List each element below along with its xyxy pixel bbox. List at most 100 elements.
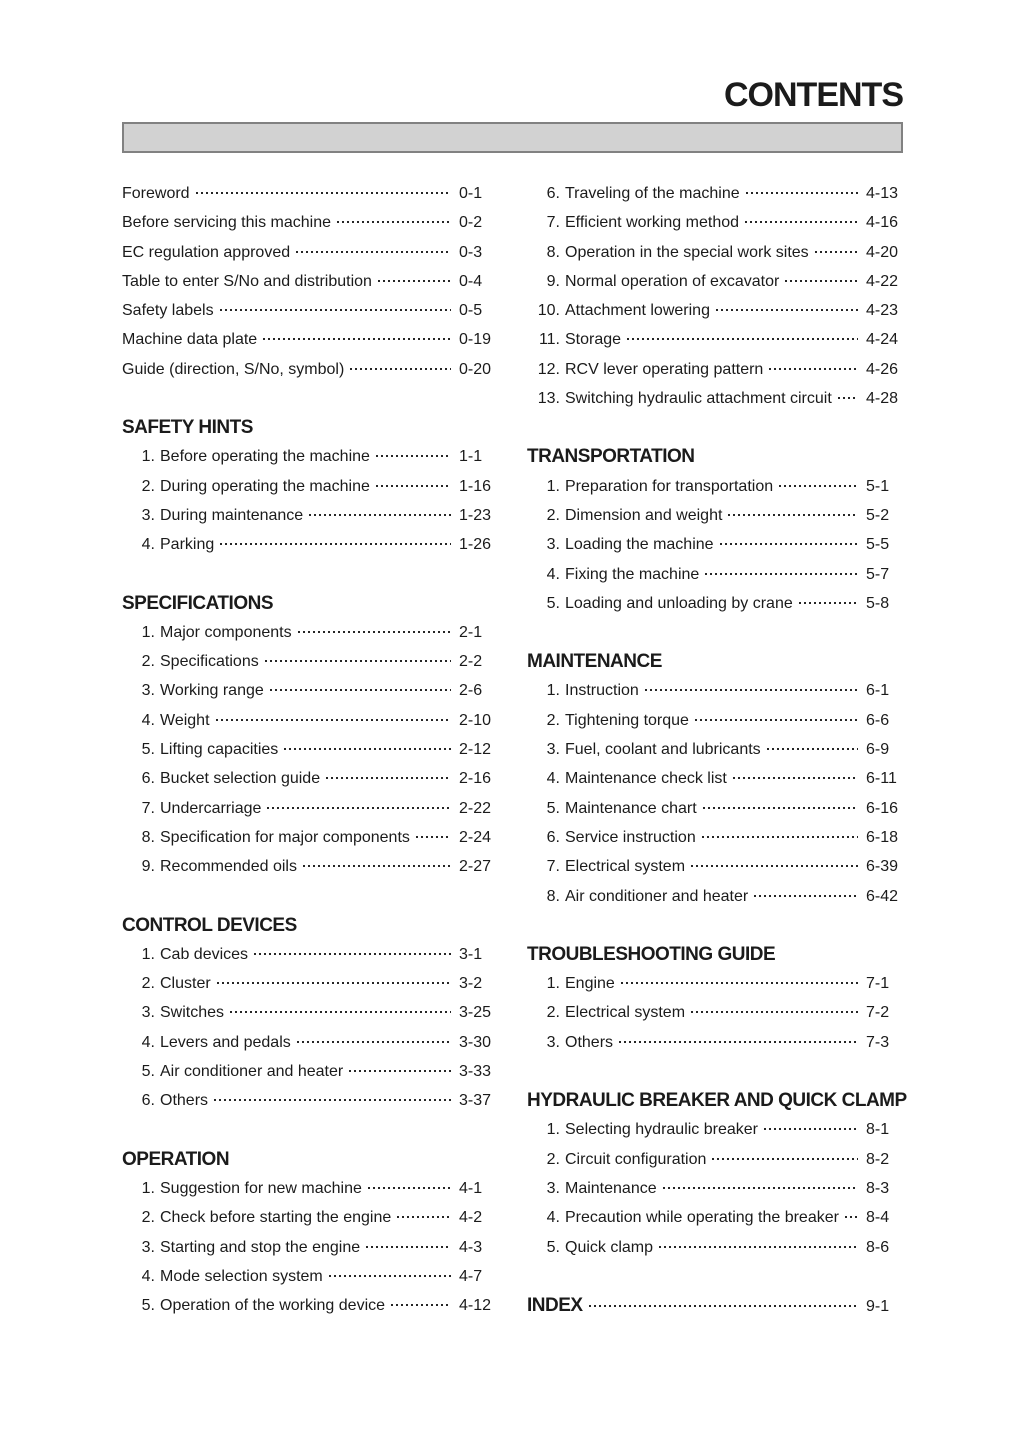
dot-leader xyxy=(754,894,858,897)
dot-leader xyxy=(296,1040,451,1043)
dot-leader xyxy=(267,806,451,809)
toc-entry: Guide (direction, S/No, symbol) 0-20 xyxy=(122,355,496,384)
entry-label: Specification for major components xyxy=(160,828,410,846)
dot-leader xyxy=(588,1304,858,1307)
page-number: 1-16 xyxy=(459,477,492,495)
entry-number: 8. xyxy=(546,887,560,905)
entry-number: 2. xyxy=(141,1209,155,1227)
toc-entry: 3. Others 7-3 xyxy=(527,1028,903,1057)
page-number: 5-1 xyxy=(866,477,890,495)
section-heading: MAINTENANCE xyxy=(527,651,662,673)
entry-label: Cluster xyxy=(160,975,211,993)
entry-label: Safety labels xyxy=(122,302,214,320)
dot-leader xyxy=(349,1070,451,1073)
page-number: 4-16 xyxy=(866,214,899,232)
dot-leader xyxy=(328,1274,451,1277)
entry-label: Loading the machine xyxy=(565,536,714,554)
entry-label: Guide (direction, S/No, symbol) xyxy=(122,360,345,378)
page-number: 6-1 xyxy=(866,682,890,700)
dot-leader xyxy=(230,1011,451,1014)
entry-number: 5. xyxy=(546,1238,560,1256)
entry-number: 1. xyxy=(141,623,155,641)
toc-section: INDEX 9-1 xyxy=(527,1291,903,1321)
toc-entry: 4. Precaution while operating the breaker… xyxy=(527,1203,903,1232)
page-number: 2-12 xyxy=(459,741,492,759)
entry-label: Undercarriage xyxy=(160,799,262,817)
entry-number: 1. xyxy=(141,945,155,963)
toc-entry: 1. Suggestion for new machine 4-1 xyxy=(122,1174,496,1203)
toc-entry: 3. Working range 2-6 xyxy=(122,676,496,705)
dot-leader xyxy=(659,1245,858,1248)
dot-leader xyxy=(220,543,451,546)
toc-entry: 7. Electrical system 6-39 xyxy=(527,852,903,881)
page-number: 6-18 xyxy=(866,828,899,846)
entry-number: 1. xyxy=(546,1121,560,1139)
entry-label: Air conditioner and heater xyxy=(160,1063,344,1081)
entry-number: 7. xyxy=(546,214,560,232)
toc-entry: 2. Dimension and weight 5-2 xyxy=(527,501,903,530)
dot-leader xyxy=(215,718,451,721)
page-number: 8-1 xyxy=(866,1121,890,1139)
toc-section: CONTROL DEVICES 1. Cab devices 3-1 2. Cluster… xyxy=(122,911,496,1116)
entry-label: Storage xyxy=(565,331,622,349)
page-number: 6-11 xyxy=(866,770,897,788)
page-number: 2-1 xyxy=(459,623,483,641)
toc-entry: Table to enter S/No and distribution 0-4 xyxy=(122,267,496,296)
entry-number: 1. xyxy=(141,448,155,466)
dot-leader xyxy=(627,338,858,341)
entry-number: 4. xyxy=(141,536,155,554)
page-number: 4-24 xyxy=(866,331,899,349)
entry-number: 2. xyxy=(141,653,155,671)
dot-leader xyxy=(391,1304,451,1307)
dot-leader xyxy=(296,250,451,253)
toc-entry: 2. During operating the machine 1-16 xyxy=(122,472,496,501)
entry-label: Specifications xyxy=(160,653,259,671)
toc-entry: 1. Before operating the machine 1-1 xyxy=(122,442,496,471)
page-number: 3-25 xyxy=(459,1004,492,1022)
toc-section: 6. Traveling of the machine 4-13 7. Efficien… xyxy=(527,179,903,413)
entry-number: 3. xyxy=(546,741,560,759)
dot-leader xyxy=(779,484,858,487)
page-number: 1-26 xyxy=(459,536,492,554)
page-number: 4-1 xyxy=(459,1179,483,1197)
entry-number: 1. xyxy=(546,682,560,700)
toc-entry: 12. RCV lever operating pattern 4-26 xyxy=(527,355,903,384)
entry-label: Others xyxy=(160,1092,209,1110)
toc-entry: 5. Loading and unloading by crane 5-8 xyxy=(527,589,903,618)
page-title: CONTENTS xyxy=(724,76,904,114)
entry-label: Fuel, coolant and lubricants xyxy=(565,741,761,759)
toc-entry: 7. Undercarriage 2-22 xyxy=(122,794,496,823)
dot-leader xyxy=(397,1216,451,1219)
entry-number: 4. xyxy=(546,770,560,788)
dot-leader xyxy=(216,982,451,985)
toc-entry: 4. Parking 1-26 xyxy=(122,530,496,559)
toc-entry: INDEX 9-1 xyxy=(527,1291,903,1321)
page-number: 3-30 xyxy=(459,1033,492,1051)
toc-entry: 5. Operation of the working device 4-12 xyxy=(122,1291,496,1320)
toc-entry: 1. Selecting hydraulic breaker 8-1 xyxy=(527,1115,903,1144)
entry-label: Precaution while operating the breaker xyxy=(565,1209,839,1227)
entry-number: 6. xyxy=(546,828,560,846)
toc-entry: 1. Engine 7-1 xyxy=(527,969,903,998)
toc-section: TROUBLESHOOTING GUIDE 1. Engine 7-1 2. Electr… xyxy=(527,940,903,1057)
page-number: 0-20 xyxy=(459,360,492,378)
entry-label: Service instruction xyxy=(565,828,696,846)
dot-leader xyxy=(662,1186,858,1189)
dot-leader xyxy=(732,777,858,780)
entry-number: 5. xyxy=(546,799,560,817)
entry-label: Lifting capacities xyxy=(160,741,279,759)
entry-label: Engine xyxy=(565,975,615,993)
toc-entry: 1. Major components 2-1 xyxy=(122,618,496,647)
dot-leader xyxy=(336,221,451,224)
entry-label: Maintenance check list xyxy=(565,770,727,788)
dot-leader xyxy=(798,601,858,604)
page-number: 8-2 xyxy=(866,1150,890,1168)
entry-number: 5. xyxy=(546,594,560,612)
entry-label: Electrical system xyxy=(565,858,686,876)
toc-columns: Foreword 0-1 Before servicing this machine… xyxy=(122,179,907,1321)
entry-number: 5. xyxy=(141,1063,155,1081)
entry-label: Major components xyxy=(160,623,292,641)
toc-section: TRANSPORTATION 1. Preparation for transpor… xyxy=(527,442,903,618)
toc-entry: Before servicing this machine 0-2 xyxy=(122,208,496,237)
